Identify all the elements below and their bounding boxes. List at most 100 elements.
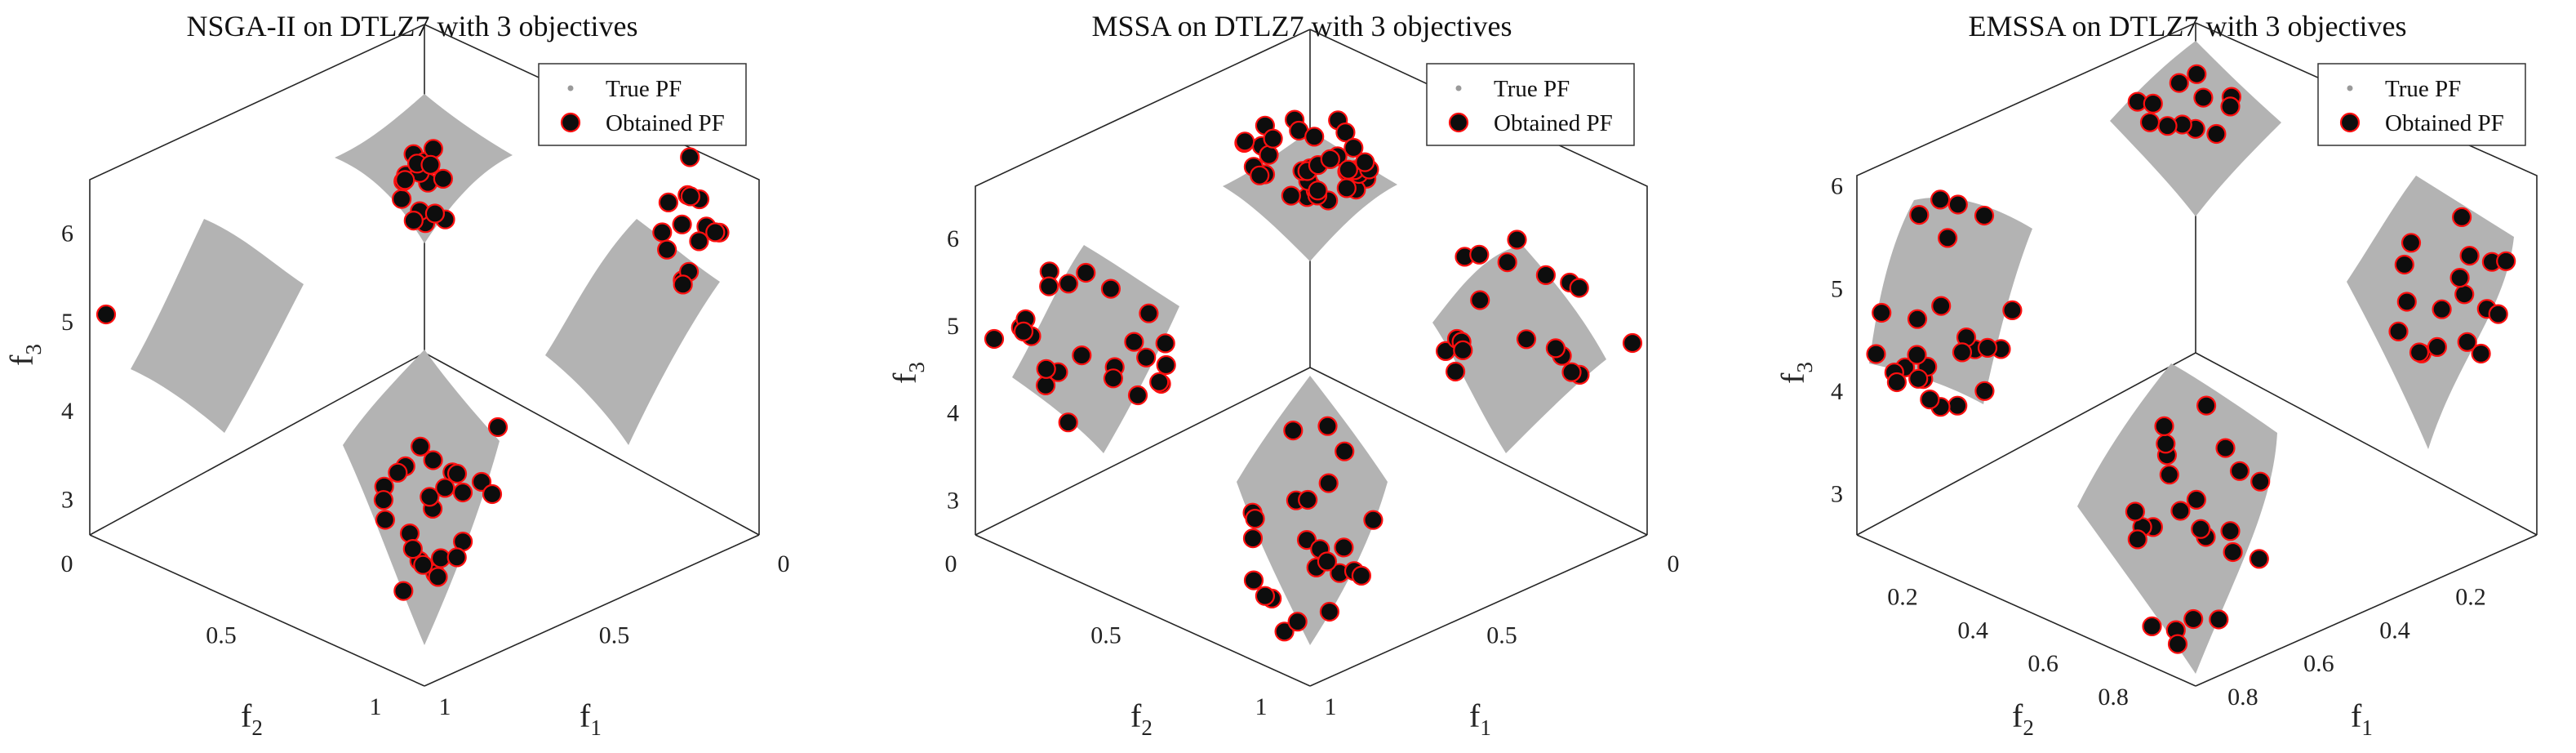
obtained-pf-point bbox=[1907, 345, 1927, 365]
obtained-pf-point bbox=[2191, 519, 2211, 539]
true-pf-patch-right bbox=[2347, 176, 2514, 449]
y-tick-label: 0 bbox=[61, 550, 73, 577]
obtained-pf-point bbox=[2388, 321, 2409, 341]
tick-labels: 3 4 5 6 0.2 0.4 0.6 0.8 0.2 0.4 0.6 0.8 bbox=[1831, 173, 2486, 711]
y-axis-label: f2 bbox=[1130, 697, 1153, 740]
y-tick-label: 0.4 bbox=[1957, 617, 1988, 644]
true-pf-patch-left bbox=[131, 219, 304, 433]
obtained-pf-point bbox=[2169, 73, 2189, 93]
x-tick-label: 1 bbox=[1325, 693, 1337, 720]
x-tick-label: 0.4 bbox=[2379, 617, 2410, 644]
y-tick-label: 1 bbox=[370, 693, 382, 720]
obtained-pf-point bbox=[1622, 332, 1643, 354]
obtained-pf-point bbox=[1335, 123, 1356, 143]
obtained-pf-point bbox=[2159, 465, 2179, 485]
z-axis-label: f3 bbox=[886, 362, 929, 384]
obtained-pf-point bbox=[1308, 180, 1328, 201]
axis-line-right-back bbox=[2195, 22, 2538, 535]
obtained-pf-point bbox=[2206, 123, 2227, 145]
obtained-pf-point bbox=[1274, 622, 1295, 642]
obtained-pf-point bbox=[1298, 489, 1318, 510]
obtained-pf-point bbox=[1977, 337, 1998, 358]
obtained-pf-point bbox=[95, 304, 117, 325]
obtained-pf-point bbox=[1103, 368, 1124, 389]
chart-title: NSGA-II on DTLZ7 with 3 objectives bbox=[187, 10, 638, 42]
obtained-pf-point bbox=[1039, 276, 1059, 296]
axis-line-left-back bbox=[1856, 22, 2196, 535]
obtained-pf-point bbox=[2002, 300, 2023, 320]
obtained-pf-point bbox=[2193, 87, 2214, 108]
obtained-pf-point bbox=[423, 450, 443, 470]
axis-line-floor-back-right bbox=[1309, 367, 1648, 536]
obtained-pf-point bbox=[1235, 131, 1255, 152]
x-tick-label: 0.8 bbox=[2227, 684, 2258, 711]
obtained-pf-point bbox=[410, 436, 431, 457]
obtained-pf-point bbox=[373, 490, 393, 510]
obtained-pf-point bbox=[1909, 205, 1930, 225]
z-axis-label: f3 bbox=[1774, 362, 1817, 384]
z-tick-label: 6 bbox=[1831, 173, 1843, 200]
obtained-pf-point bbox=[2186, 489, 2206, 510]
y-tick-label: 0.5 bbox=[1090, 622, 1121, 649]
y-axis-label: f2 bbox=[241, 697, 263, 740]
obtained-pf-point bbox=[413, 555, 433, 575]
x-tick-label: 0.2 bbox=[2455, 584, 2486, 611]
obtained-pf-point bbox=[2223, 541, 2243, 563]
obtained-pf-point bbox=[1317, 416, 1338, 436]
legend-obtained-pf-marker bbox=[560, 112, 581, 133]
obtained-pf-point bbox=[1469, 244, 1490, 265]
axis-line-right-back bbox=[424, 24, 760, 535]
obtained-pf-point bbox=[2229, 461, 2250, 481]
z-tick-label: 6 bbox=[947, 225, 959, 252]
obtained-pf-point bbox=[2471, 343, 2491, 364]
legend: True PF Obtained PF bbox=[538, 63, 747, 146]
obtained-pf-point bbox=[2196, 395, 2217, 416]
obtained-pf-point bbox=[1058, 412, 1078, 433]
z-tick-label: 4 bbox=[1831, 378, 1843, 405]
legend-obtained-pf-label: Obtained PF bbox=[2385, 110, 2504, 136]
tick-labels: 3 4 5 6 0 0.5 1 0 0.5 1 bbox=[945, 225, 1680, 720]
z-tick-label: 3 bbox=[947, 487, 959, 514]
obtained-pf-point bbox=[2250, 471, 2271, 492]
x-tick-label: 0 bbox=[1668, 550, 1680, 577]
obtained-pf-point bbox=[1507, 229, 1527, 250]
obtained-pf-point bbox=[1281, 185, 1301, 206]
axes-box bbox=[89, 24, 760, 687]
obtained-pf-point bbox=[2143, 93, 2163, 114]
y-axis-label: f2 bbox=[2012, 697, 2034, 740]
obtained-pf-point bbox=[2488, 304, 2508, 324]
axes-box bbox=[975, 29, 1648, 687]
axis-line-floor-back-left bbox=[89, 352, 425, 536]
axis-line-floor-right bbox=[2195, 534, 2538, 687]
obtained-pf-point bbox=[2427, 336, 2447, 357]
obtained-pf-point bbox=[403, 211, 424, 231]
obtained-pf-point bbox=[1569, 278, 1589, 298]
obtained-pf-point bbox=[1930, 189, 1951, 210]
chart-panel-mssa: MSSA on DTLZ7 with 3 objectives 3 4 5 6 0 0.5… bbox=[886, 10, 1680, 740]
obtained-pf-points bbox=[95, 139, 730, 601]
y-tick-label: 0.2 bbox=[1887, 584, 1918, 611]
obtained-pf-point bbox=[2125, 501, 2145, 522]
x-tick-label: 0.6 bbox=[2303, 650, 2334, 677]
tick-labels: 3 4 5 6 0 0.5 1 0 0.5 1 bbox=[61, 220, 790, 720]
true-pf-patch-left bbox=[1012, 245, 1179, 453]
obtained-pf-point bbox=[2432, 299, 2452, 319]
obtained-pf-point bbox=[2142, 616, 2162, 637]
obtained-pf-point bbox=[402, 538, 423, 559]
obtained-pf-point bbox=[1453, 340, 1473, 360]
legend-true-pf-marker bbox=[1455, 85, 1462, 91]
x-axis-label: f1 bbox=[2351, 697, 2373, 740]
obtained-pf-point bbox=[984, 328, 1005, 350]
obtained-pf-point bbox=[652, 222, 673, 243]
y-tick-label: 0 bbox=[945, 550, 957, 577]
obtained-pf-point bbox=[2459, 246, 2480, 266]
obtained-pf-point bbox=[471, 471, 492, 492]
obtained-pf-point bbox=[423, 139, 444, 159]
obtained-pf-point bbox=[1287, 612, 1308, 632]
obtained-pf-point bbox=[446, 463, 468, 484]
obtained-pf-point bbox=[487, 417, 509, 438]
obtained-pf-point bbox=[395, 170, 415, 190]
chart-panel-nsga2: NSGA-II on DTLZ7 with 3 objectives 3 4 5 6 0… bbox=[3, 10, 790, 740]
obtained-pf-point bbox=[1545, 338, 1566, 359]
obtained-pf-point bbox=[1948, 395, 1968, 416]
